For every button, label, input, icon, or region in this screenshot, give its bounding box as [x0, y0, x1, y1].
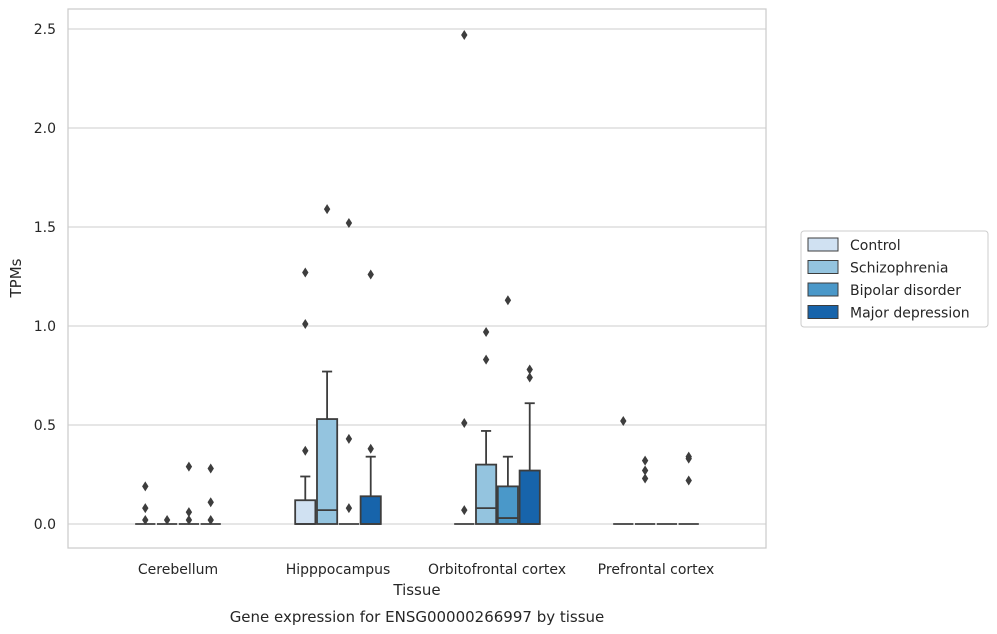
outlier-point: [482, 326, 490, 337]
legend-swatch: [807, 305, 839, 319]
x-tick-label: Prefrontal cortex: [598, 562, 715, 578]
outlier-point: [367, 269, 374, 280]
outlier-point: [163, 515, 171, 526]
box-body: [518, 469, 541, 525]
outlier-point: [461, 505, 468, 516]
box-major-depression: [359, 269, 382, 525]
grid-lines: [68, 28, 766, 525]
x-tick-label: Orbitofrontal cortex: [428, 562, 566, 578]
box-body: [496, 485, 519, 525]
box-body: [359, 495, 382, 525]
box-bipolar-disorder: [338, 218, 360, 525]
y-tick-label: 0.5: [34, 418, 56, 434]
box-body: [316, 418, 339, 525]
outlier-point: [323, 204, 331, 215]
y-tick-label: 1.5: [34, 220, 56, 236]
y-tick-label: 0.0: [34, 517, 56, 533]
x-tick-label: Hipppocampus: [286, 562, 391, 578]
y-tick-labels: 0.0 0.5 1.0 1.5 2.0 2.5: [34, 22, 56, 533]
x-tick-label: Cerebellum: [138, 562, 218, 578]
outlier-point: [345, 433, 353, 444]
box-major-depression: [678, 451, 699, 525]
y-tick-label: 2.5: [34, 22, 56, 38]
box-schizophrenia: [634, 455, 656, 525]
chart-caption: Gene expression for ENSG00000266997 by t…: [230, 608, 605, 626]
outlier-point: [641, 455, 649, 466]
outlier-point: [504, 295, 512, 306]
outlier-point: [142, 515, 149, 526]
box-control: [613, 416, 634, 525]
outlier-point: [641, 465, 649, 476]
box-body: [475, 463, 498, 525]
outlier-point: [302, 267, 309, 278]
outlier-point: [345, 503, 353, 514]
outlier-point: [461, 29, 468, 40]
outlier-point: [207, 515, 214, 526]
box-control: [454, 29, 475, 525]
outlier-point: [207, 463, 214, 474]
box-schizophrenia: [156, 515, 178, 526]
boxes: [135, 29, 699, 526]
outlier-point: [185, 461, 193, 472]
box-control: [294, 267, 317, 525]
legend-label: Bipolar disorder: [850, 283, 961, 299]
legend-swatch: [807, 260, 839, 274]
x-axis-label: Tissue: [392, 581, 440, 599]
box-bipolar-disorder: [496, 295, 519, 525]
y-tick-label: 1.0: [34, 319, 56, 335]
y-axis-label: TPMs: [7, 258, 25, 298]
legend-label: Control: [850, 238, 901, 254]
legend: Control Schizophrenia Bipolar disorder Majo…: [800, 230, 989, 328]
box-body: [294, 499, 317, 525]
box-major-depression: [518, 364, 541, 525]
outlier-point: [142, 503, 149, 514]
outlier-point: [367, 443, 374, 454]
box-control: [135, 481, 156, 526]
outlier-point: [685, 475, 692, 486]
y-tick-label: 2.0: [34, 121, 56, 137]
outlier-point: [185, 507, 193, 518]
outlier-point: [482, 354, 490, 365]
plot-frame: [67, 8, 767, 549]
outlier-point: [526, 364, 533, 375]
outlier-point: [641, 473, 649, 484]
outlier-point: [345, 218, 353, 229]
legend-frame: [800, 230, 989, 328]
outlier-point: [620, 416, 627, 427]
box-schizophrenia: [316, 204, 339, 525]
outlier-point: [302, 445, 309, 456]
box-major-depression: [200, 463, 221, 526]
legend-label: Schizophrenia: [850, 261, 948, 277]
outlier-point: [142, 481, 149, 492]
outlier-point: [302, 319, 309, 330]
x-tick-labels: Cerebellum Hipppocampus Orbitofrontal cort…: [138, 562, 714, 578]
legend-swatch: [807, 282, 839, 297]
outlier-point: [207, 497, 214, 508]
box-schizophrenia: [475, 326, 498, 525]
outlier-point: [461, 418, 468, 429]
outlier-point: [185, 515, 193, 526]
legend-label: Major depression: [850, 306, 970, 322]
outlier-point: [685, 451, 692, 462]
outlier-point: [526, 372, 533, 383]
box-bipolar-disorder: [178, 461, 200, 526]
legend-swatch: [807, 237, 839, 252]
